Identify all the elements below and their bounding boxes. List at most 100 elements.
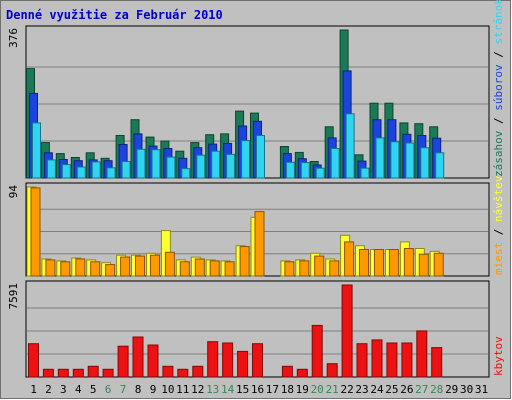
bar-traffic-kbytov-day-21 [326,363,338,378]
bar-visits-miest-day-10 [164,251,175,277]
bar-visits-miest-day-20 [314,255,325,277]
bar-traffic-kbytov-day-3 [57,368,69,378]
bar-traffic-kbytov-day-11 [177,368,189,378]
legend-entry-miest: miest [492,242,505,275]
bar-hits-stránok-day-22 [345,113,355,179]
bar-hits-stránok-day-4 [76,166,86,179]
chart-panels: 376 zásahov / súborov / stránok 94 miest / … [7,0,505,378]
bar-visits-miest-day-4 [75,258,86,277]
bar-hits-stránok-day-2 [46,159,56,179]
bar-visits-miest-day-9 [150,254,160,277]
x-tick-label-day-26: 26 [400,383,413,396]
bar-hits-stránok-day-8 [136,148,146,179]
bar-visits-miest-day-15 [239,246,250,277]
bar-hits-stránok-day-9 [151,149,161,179]
legend-hits: zásahov / súborov / stránok [492,0,505,177]
x-tick-label-day-12: 12 [191,383,204,396]
bar-traffic-kbytov-day-1 [28,343,39,378]
bar-visits-miest-day-24 [374,249,384,277]
bar-hits-stránok-day-16 [256,135,265,179]
bar-hits-stránok-day-24 [375,137,385,179]
panel-hits: 376 zásahov / súborov / stránok [7,0,505,179]
legend-entry-zásahov: zásahov [492,130,505,177]
bar-traffic-kbytov-day-14 [222,342,234,378]
bar-visits-miest-day-18 [284,261,295,277]
bar-visits-miest-day-6 [105,264,116,277]
bar-hits-stránok-day-21 [330,148,340,179]
bar-hits-stránok-day-12 [196,154,206,179]
x-tick-label-day-7: 7 [120,383,127,396]
bar-hits-stránok-day-19 [300,162,310,179]
x-tick-label-day-22: 22 [340,383,353,396]
legend-separator: / [492,222,505,242]
bar-traffic-kbytov-day-10 [162,365,174,378]
bar-traffic-kbytov-day-26 [401,342,413,378]
legend-entry-návštev: návštev [492,175,505,222]
bar-visits-miest-day-12 [194,258,205,277]
bar-traffic-kbytov-day-19 [296,368,308,378]
x-tick-label-day-20: 20 [311,383,324,396]
x-tick-label-day-30: 30 [460,383,473,396]
bar-visits-miest-day-23 [359,249,369,277]
bar-traffic-kbytov-day-15 [237,350,249,378]
x-tick-label-day-8: 8 [135,383,142,396]
bar-visits-miest-day-5 [90,261,101,277]
x-tick-label-day-15: 15 [236,383,249,396]
bar-visits-miest-day-28 [433,252,444,277]
bar-traffic-kbytov-day-2 [42,368,54,378]
x-axis-tick-labels: 1 2 3 4 5 6 7 8 9 10 11 12 13 14 15 16 17 18 19 20 21 22 23 24 2… [30,383,488,396]
bar-hits-stránok-day-28 [435,152,445,179]
x-tick-label-day-18: 18 [281,383,294,396]
bar-visits-miest-day-11 [179,261,190,277]
bar-traffic-kbytov-day-25 [386,342,398,378]
bar-traffic-kbytov-day-18 [281,365,293,378]
bar-visits-miest-day-22 [344,241,355,277]
legend-traffic: kbytov [492,336,505,376]
bar-visits-miest-day-25 [388,249,399,277]
bar-visits-miest-day-26 [403,248,414,277]
x-tick-label-day-13: 13 [206,383,219,396]
bar-hits-stránok-day-18 [285,161,295,179]
bar-traffic-kbytov-day-28 [431,347,443,378]
x-tick-label-day-25: 25 [385,383,398,396]
bar-traffic-kbytov-day-12 [192,365,204,378]
x-tick-label-day-3: 3 [60,383,67,396]
x-tick-label-day-24: 24 [370,383,384,396]
bar-hits-stránok-day-14 [226,153,236,179]
x-tick-label-day-31: 31 [475,383,488,396]
bar-hits-stránok-day-5 [91,161,101,179]
bar-visits-miest-day-21 [329,260,340,277]
bar-hits-stránok-day-10 [166,156,176,179]
panel-visits: 94 miest / návštev [7,175,505,277]
x-tick-label-day-21: 21 [326,383,339,396]
bar-traffic-kbytov-day-16 [252,343,263,378]
bar-traffic-kbytov-day-20 [311,324,323,378]
x-tick-label-day-4: 4 [75,383,82,396]
bar-hits-stránok-day-11 [181,168,191,179]
bar-hits-stránok-day-27 [420,147,430,179]
bar-traffic-kbytov-day-8 [132,336,144,378]
legend-separator: / [492,45,505,65]
bar-hits-stránok-day-20 [315,167,325,179]
bar-traffic-kbytov-day-23 [356,343,368,378]
bar-visits-miest-day-8 [135,255,145,277]
x-tick-label-day-19: 19 [296,383,309,396]
x-tick-label-day-29: 29 [445,383,458,396]
bar-hits-stránok-day-6 [106,167,116,179]
legend-entry-kbytov: kbytov [492,336,505,376]
legend-separator: / [492,111,505,131]
bar-traffic-kbytov-day-24 [371,339,383,378]
bar-traffic-kbytov-day-9 [147,344,159,378]
x-tick-label-day-11: 11 [176,383,189,396]
bar-traffic-kbytov-day-5 [87,365,99,378]
bar-visits-miest-day-27 [418,253,429,277]
x-tick-label-day-2: 2 [45,383,52,396]
bar-visits-miest-day-14 [224,261,235,277]
x-tick-label-day-5: 5 [90,383,97,396]
bar-visits-miest-day-16 [254,211,265,277]
x-tick-label-day-6: 6 [105,383,112,396]
y-max-label-hits: 376 [7,28,20,48]
bar-traffic-kbytov-day-7 [117,345,129,378]
bar-visits-miest-day-1 [30,187,41,277]
